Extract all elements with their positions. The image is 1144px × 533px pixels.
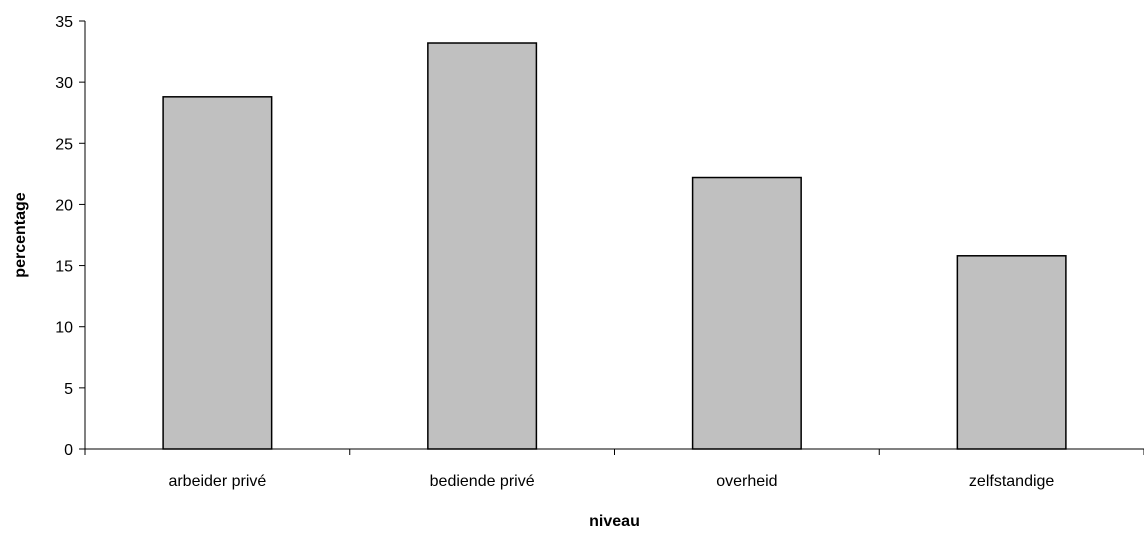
bars [162,42,1067,450]
y-axis-title: percentage [12,192,29,277]
x-tick-label: overheid [716,473,777,490]
y-tick-label: 25 [55,136,73,153]
y-tick-label: 15 [55,259,73,276]
bar-2 [691,176,802,450]
x-tick-label: zelfstandige [969,473,1054,490]
y-tick-label: 30 [55,75,73,92]
y-tick-label: 0 [64,442,73,459]
bar-0 [162,96,273,450]
x-tick-label: bediende privé [430,473,535,490]
x-axis-ticks: arbeider privé bediende privé overheid zelf… [84,449,1144,490]
y-tick-label: 20 [55,197,73,214]
x-tick-label: arbeider privé [168,473,266,490]
x-axis-title: niveau [589,513,640,530]
y-tick-label: 10 [55,320,73,337]
bar-3 [956,255,1067,450]
y-tick-label: 35 [55,14,73,31]
y-tick-label: 5 [64,381,73,398]
bar-1 [427,42,538,450]
y-axis-ticks: 0 5 10 15 20 25 30 35 [55,14,85,459]
